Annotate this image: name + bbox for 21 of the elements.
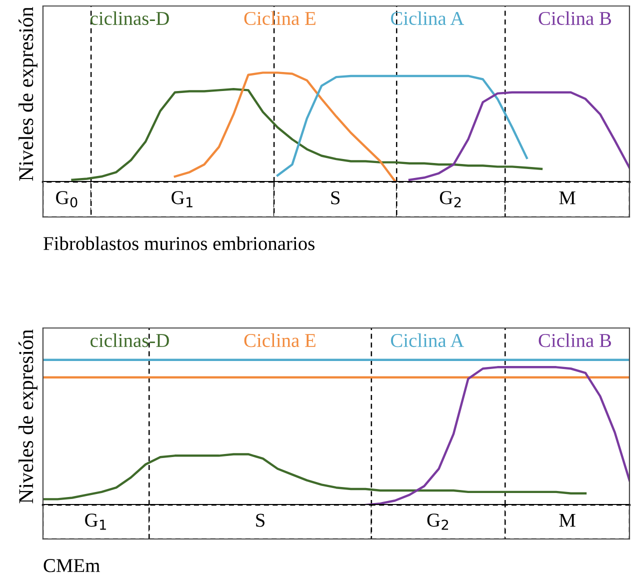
text: ciclinas-D bbox=[90, 11, 169, 26]
x-axis-title: Fibroblastos murinos embrionarios bbox=[44, 236, 314, 250]
series-label: S bbox=[256, 514, 264, 527]
y-axis-title: Niveles de expresión bbox=[18, 329, 38, 504]
series-label: Ciclina B bbox=[538, 333, 612, 348]
series-label: Ciclina E bbox=[244, 333, 316, 348]
text: Ciclina A bbox=[390, 11, 464, 26]
series-label: M bbox=[559, 514, 576, 527]
series-label: M bbox=[559, 191, 576, 204]
series-label: G$_{0}$ bbox=[56, 191, 78, 208]
series-label: G$_{2}$ bbox=[440, 191, 461, 208]
series-label: Ciclina A bbox=[390, 333, 464, 348]
series-label: S bbox=[331, 191, 340, 204]
x-axis-title: CMEm bbox=[44, 559, 100, 572]
series-label: G$_{2}$ bbox=[427, 514, 448, 530]
text: ciclinas-D bbox=[90, 333, 169, 348]
text: Ciclina B bbox=[538, 11, 612, 26]
y-axis-title: Niveles de expresión bbox=[18, 6, 38, 181]
series-label: G$_{1}$ bbox=[85, 514, 106, 530]
series-label: G$_{1}$ bbox=[172, 191, 192, 208]
text: Ciclina E bbox=[244, 11, 316, 26]
